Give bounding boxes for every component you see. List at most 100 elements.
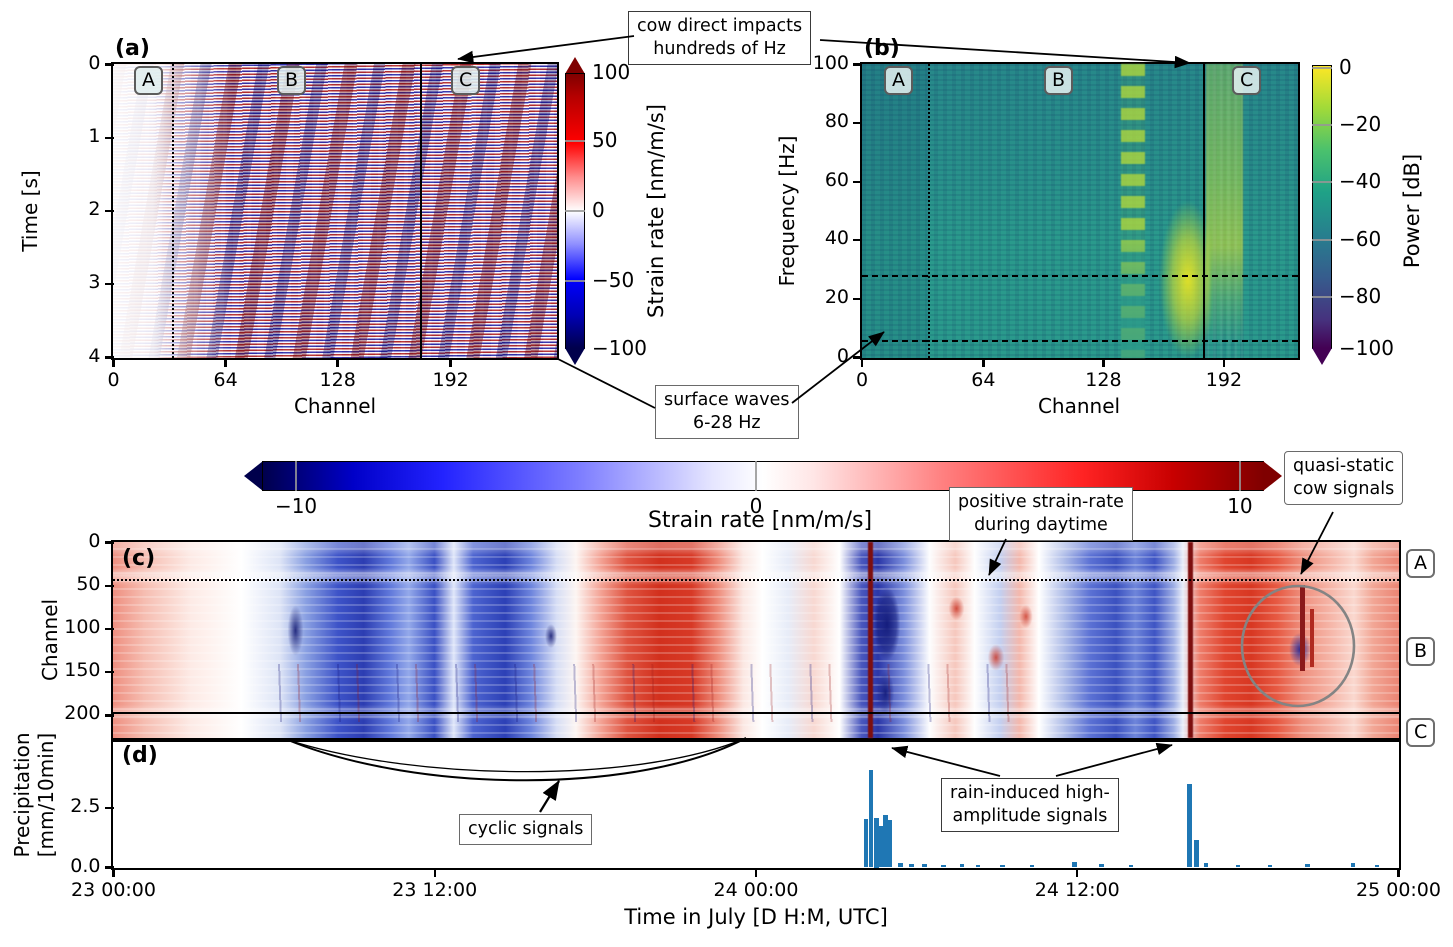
panel-a-xtick-mark: [336, 357, 339, 367]
annotation-surface-waves-line1: surface waves: [664, 390, 790, 410]
colorbar-c-tick-mark: [295, 461, 298, 491]
panel-c-cow-red-streak-1: [1299, 585, 1306, 672]
panel-c-ytick-mark: [104, 627, 114, 631]
annotation-cyclic-line1: cyclic signals: [468, 819, 584, 839]
panel-d-ylabel-line1: Precipitation: [10, 732, 34, 858]
panel-d-ytick-label: 0.0: [70, 854, 101, 877]
panel-d-xtick-label: 24 12:00: [1034, 878, 1120, 901]
panel-a-ylabel: Time [s]: [18, 170, 42, 252]
panel-d-xtick-label: 23 12:00: [392, 878, 478, 901]
panel-c-dark-blue-blob-3: [285, 596, 306, 664]
colorbar-c-tick-label: 10: [1227, 494, 1253, 518]
panel-b-xtick-mark: [860, 357, 864, 367]
colorbar-b-tick-label: −40: [1339, 169, 1382, 193]
panel-b-ytick-mark: [853, 63, 862, 66]
panel-a-heatmap: [111, 62, 559, 360]
annotation-rain-induced-line1: rain-induced high-: [950, 783, 1110, 803]
panel-c-dark-blue-blob-2: [874, 663, 898, 723]
panel-c-ytick-mark: [104, 714, 114, 717]
panel-b-spectrum: [860, 62, 1300, 360]
panel-c-ytick-mark: [104, 584, 114, 587]
panel-b-xtick-label: 192: [1205, 368, 1243, 391]
panel-c-ytick-label: 150: [64, 659, 101, 682]
precip-bar: [909, 863, 914, 868]
colorbar-c-extend-min: [244, 461, 263, 491]
panel-d-xtick-mark: [1397, 867, 1400, 877]
colorbar-b-tick-mark: [1312, 124, 1332, 127]
panel-b-xtick-mark: [1102, 357, 1105, 367]
panel-d-xtick-mark: [433, 867, 436, 877]
panel-b-xtick-label: 64: [971, 368, 996, 391]
precip-bar: [1072, 861, 1077, 868]
panel-b-ytick-label: 80: [824, 110, 849, 133]
colorbar-a-tick-mark: [565, 210, 585, 212]
colorbar-a-tick-mark: [565, 139, 585, 142]
panel-b-ytick-label: 60: [824, 168, 849, 191]
panel-a-ytick-label: 3: [88, 271, 101, 294]
panel-b-cow-impact-column: [1121, 64, 1146, 358]
annotation-quasi-static-line2: cow signals: [1293, 479, 1395, 500]
precip-bar: [1350, 862, 1356, 868]
annotation-rain-induced: rain-induced high- amplitude signals: [941, 778, 1119, 833]
panel-c-zone-label-A: A: [1406, 549, 1435, 578]
colorbar-c-tick-label: −10: [274, 494, 318, 518]
annotation-quasi-static: quasi-static cow signals: [1284, 451, 1404, 506]
panel-c-zone-label-B: B: [1406, 637, 1436, 666]
panel-a-xtick-label: 128: [319, 368, 356, 391]
panel-a-ytick-mark: [104, 209, 114, 213]
precip-bar: [1187, 784, 1192, 868]
panel-d-xtick-mark: [754, 867, 758, 877]
panel-b-ytick-label: 20: [824, 285, 849, 308]
panel-a-xtick-label: 192: [432, 368, 469, 391]
colorbar-b-power: [1312, 65, 1332, 349]
colorbar-b-tick-label: −60: [1339, 226, 1382, 251]
precip-bar: [887, 819, 893, 868]
annotation-positive-strain-line2: during daytime: [974, 515, 1108, 536]
precip-bar: [959, 863, 965, 868]
panel-a-xlabel: Channel: [293, 394, 377, 418]
colorbar-c-strain-rate: [262, 461, 1264, 491]
panel-d-xtick-mark: [112, 867, 115, 877]
precip-bar: [1099, 863, 1104, 868]
panel-b-zone-boundary-dotted: [928, 64, 931, 358]
colorbar-b-tick-label: −100: [1339, 336, 1394, 360]
panel-a-xtick-mark: [449, 357, 452, 367]
panel-c-cow-red-streak-2: [1310, 608, 1315, 668]
colorbar-a-tick-label: 50: [592, 127, 618, 152]
panel-b-ytick-mark: [853, 239, 862, 242]
line-panel-a-to-surface-waves: [557, 358, 656, 409]
precip-bar: [922, 863, 927, 868]
panel-d-ytick-label: 2.5: [70, 794, 101, 817]
panel-b-zone-a-shading: [862, 64, 928, 358]
panel-b-ytick-mark: [853, 121, 862, 125]
panel-b-xtick-label: 0: [855, 368, 869, 391]
precip-bar: [898, 862, 903, 868]
panel-b-xtick-mark: [1222, 357, 1226, 367]
precip-bar: [878, 825, 884, 868]
panel-c-dark-blue-blob-1: [870, 577, 904, 672]
precip-bar: [868, 769, 874, 868]
panel-a-ytick-mark: [104, 136, 114, 139]
annotation-cyclic: cyclic signals: [459, 814, 593, 846]
panel-a-ytick-label: 2: [88, 198, 101, 220]
precip-bar: [1000, 865, 1005, 868]
panel-b-xtick-mark: [982, 357, 985, 367]
panel-b-bright-energy-zone: [1149, 152, 1211, 358]
colorbar-a-label: Strain rate [nm/m/s]: [644, 104, 668, 318]
precip-bar: [975, 865, 981, 868]
panel-b-zone-boundary-solid: [1202, 64, 1205, 358]
panel-a-ytick-mark: [104, 356, 114, 359]
panel-c-rain-streak-1: [867, 542, 873, 738]
colorbar-b-label: Power [dB]: [1400, 153, 1424, 269]
panel-b-xlabel: Channel: [1037, 394, 1121, 418]
precip-bar: [941, 865, 946, 868]
annotation-cow-impacts-line1: cow direct impacts: [637, 16, 803, 36]
panel-b-ytick-mark: [853, 180, 862, 183]
panel-d-precipitation: [111, 740, 1401, 870]
precip-bar: [1235, 865, 1241, 868]
panel-a-zone-boundary-dotted: [172, 64, 175, 358]
panel-d-ytick-mark: [104, 806, 114, 810]
panel-b-zone-label-A: A: [884, 66, 913, 95]
panel-a-xtick-label: 64: [213, 368, 238, 391]
